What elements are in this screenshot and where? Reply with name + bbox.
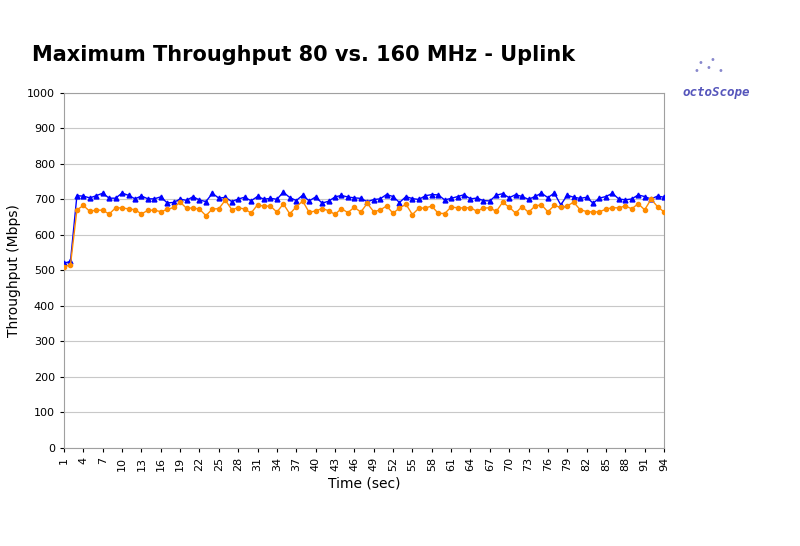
- 80 MHz: [291, 204, 301, 210]
- Text: •: •: [705, 63, 711, 73]
- X-axis label: Time (sec): Time (sec): [328, 477, 400, 490]
- 160 MHz: [518, 193, 527, 200]
- 160 MHz: [162, 200, 172, 206]
- Y-axis label: Throughput (Mbps): Throughput (Mbps): [7, 204, 22, 337]
- 160 MHz: [427, 191, 437, 198]
- Text: •: •: [693, 66, 699, 76]
- 160 MHz: [318, 200, 327, 206]
- 160 MHz: [59, 260, 69, 266]
- 160 MHz: [298, 192, 307, 198]
- Text: •: •: [717, 66, 723, 76]
- Line: 80 MHz: 80 MHz: [62, 197, 666, 269]
- 80 MHz: [421, 205, 430, 211]
- 80 MHz: [59, 263, 69, 270]
- 80 MHz: [646, 196, 656, 203]
- 80 MHz: [162, 206, 172, 213]
- 80 MHz: [511, 210, 521, 216]
- 160 MHz: [278, 189, 288, 195]
- Line: 160 MHz: 160 MHz: [62, 190, 666, 265]
- 80 MHz: [214, 205, 224, 212]
- Text: Maximum Throughput 80 vs. 160 MHz - Uplink: Maximum Throughput 80 vs. 160 MHz - Upli…: [33, 45, 575, 64]
- 160 MHz: [659, 194, 669, 200]
- 80 MHz: [659, 209, 669, 215]
- 80 MHz: [311, 207, 321, 214]
- Text: octoScope: octoScope: [682, 86, 750, 99]
- Text: •: •: [709, 55, 715, 65]
- 160 MHz: [214, 195, 224, 201]
- Text: •: •: [697, 58, 703, 68]
